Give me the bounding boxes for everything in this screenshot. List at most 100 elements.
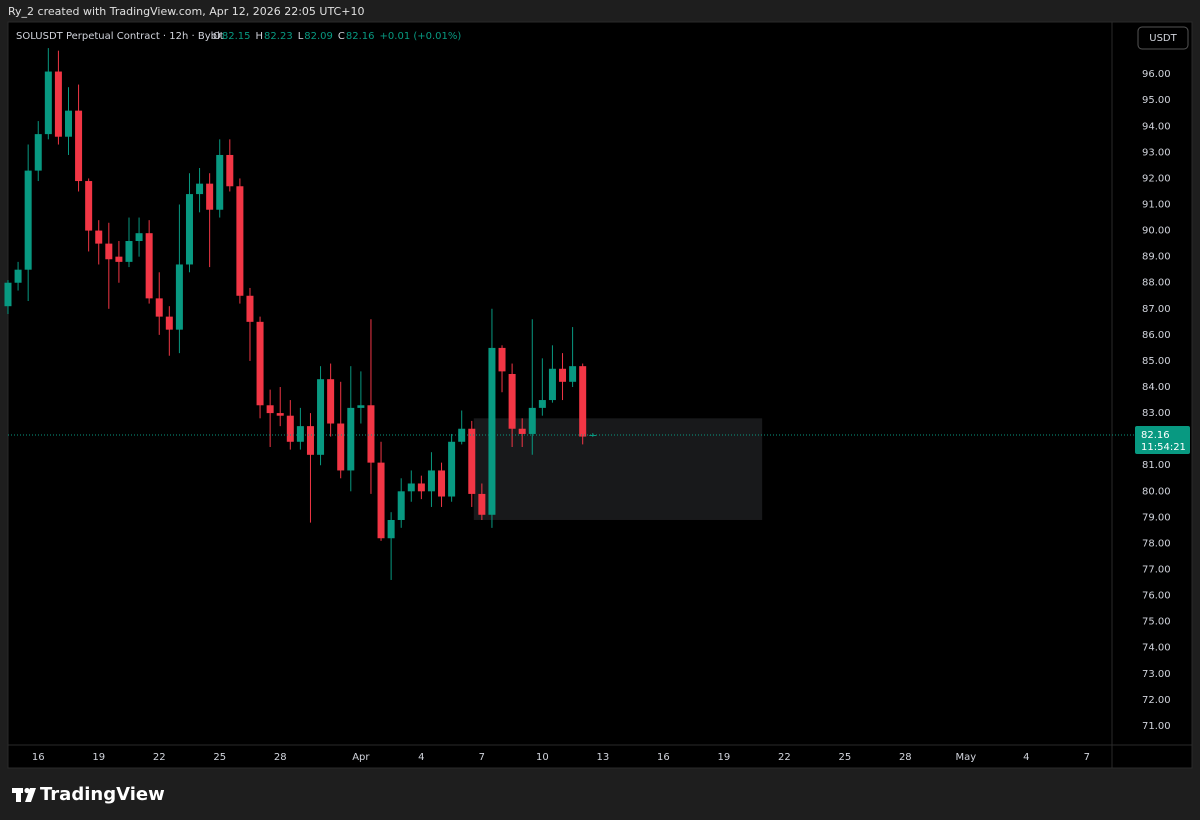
candle-body	[448, 441, 456, 497]
candle-body	[337, 423, 345, 471]
ohlc-key: C	[338, 31, 345, 42]
y-tick-label: 84.00	[1142, 382, 1171, 393]
y-tick-label: 73.00	[1142, 669, 1171, 680]
candle-body	[478, 493, 486, 515]
candle-body	[4, 282, 12, 307]
symbol: SOLUSDT Perpetual Contract · 12h · Bybit	[16, 31, 224, 42]
last-price-label: 82.16	[1141, 430, 1170, 441]
candle-body	[387, 519, 395, 539]
candle-body	[85, 181, 93, 231]
candle-body	[54, 71, 62, 137]
y-tick-label: 79.00	[1142, 512, 1171, 523]
x-tick-label: Apr	[352, 752, 370, 763]
candle-body	[397, 491, 405, 520]
candle-body	[286, 415, 294, 442]
x-tick-label: 4	[418, 752, 424, 763]
ohlc-key: O	[213, 31, 221, 42]
y-tick-label: 83.00	[1142, 408, 1171, 419]
candle-body	[518, 428, 526, 434]
candle-body	[165, 316, 173, 330]
candle-body	[266, 405, 274, 414]
candle-body	[569, 366, 577, 382]
candle-body	[548, 368, 556, 401]
x-tick-label: 16	[657, 752, 670, 763]
chart-panel	[7, 21, 1193, 769]
candle-body	[175, 264, 183, 330]
x-tick-label: 28	[899, 752, 912, 763]
candle-body	[377, 462, 385, 539]
currency[interactable]: USDT	[1149, 33, 1177, 44]
candle-body	[155, 298, 163, 317]
x-tick-label: 7	[1084, 752, 1090, 763]
candle-body	[185, 194, 193, 265]
change: +0.01 (+0.01%)	[380, 31, 462, 42]
y-tick-label: 74.00	[1142, 643, 1171, 654]
y-tick-label: 80.00	[1142, 486, 1171, 497]
candle-body	[306, 426, 314, 455]
y-tick-label: 85.00	[1142, 356, 1171, 367]
ohlc-value: 82.16	[346, 31, 375, 42]
candle-body	[417, 483, 425, 492]
y-tick-label: 71.00	[1142, 721, 1171, 732]
candle-body	[347, 407, 355, 471]
candle-body	[206, 183, 214, 210]
countdown: 11:54:21	[1141, 442, 1186, 453]
y-tick-label: 87.00	[1142, 304, 1171, 315]
x-tick-label: 7	[479, 752, 485, 763]
candle-body	[559, 368, 567, 382]
x-tick-label: 10	[536, 752, 549, 763]
candle-body	[427, 470, 435, 492]
candle-body	[95, 230, 103, 244]
candle-body	[14, 269, 22, 283]
candle-body	[75, 110, 83, 182]
brand-logo	[12, 787, 36, 802]
y-tick-label: 88.00	[1142, 278, 1171, 289]
candle-body	[589, 434, 597, 436]
y-tick-label: 92.00	[1142, 173, 1171, 184]
y-tick-label: 94.00	[1142, 121, 1171, 132]
candle-body	[196, 183, 204, 195]
y-tick-label: 91.00	[1142, 200, 1171, 211]
y-tick-label: 90.00	[1142, 226, 1171, 237]
candle-body	[538, 400, 546, 408]
candle-body	[438, 470, 446, 497]
y-tick-label: 72.00	[1142, 695, 1171, 706]
candle-body	[34, 134, 42, 171]
y-tick-label: 78.00	[1142, 538, 1171, 549]
caption: Ry_2 created with TradingView.com, Apr 1…	[8, 5, 364, 18]
candle-body	[135, 233, 143, 242]
last-price-box	[1135, 425, 1190, 454]
y-tick-label: 93.00	[1142, 147, 1171, 158]
candle-body	[407, 483, 415, 492]
candle-body	[508, 373, 516, 429]
x-tick-label: 22	[778, 752, 791, 763]
x-tick-label: 13	[596, 752, 609, 763]
y-tick-label: 96.00	[1142, 69, 1171, 80]
x-tick-label: 25	[213, 752, 226, 763]
ohlc-value: 82.23	[264, 31, 293, 42]
candle-body	[579, 366, 587, 437]
candle-body	[327, 379, 335, 424]
candle-body	[296, 426, 304, 442]
candle-body	[125, 241, 133, 262]
candle-body	[528, 407, 536, 434]
x-tick-label: 22	[153, 752, 166, 763]
currency-button[interactable]	[1137, 26, 1189, 50]
candle-body	[115, 256, 123, 262]
ohlc-value: 82.09	[304, 31, 333, 42]
x-tick-label: 25	[838, 752, 851, 763]
x-tick-label: 19	[92, 752, 105, 763]
ohlc-value: 82.15	[222, 31, 251, 42]
candle-body	[498, 347, 506, 372]
x-tick-label: 19	[717, 752, 730, 763]
candle-body	[367, 405, 375, 463]
y-tick-label: 75.00	[1142, 617, 1171, 628]
candle-body	[256, 321, 264, 406]
x-tick-label: 28	[274, 752, 287, 763]
y-tick-label: 89.00	[1142, 252, 1171, 263]
candle-body	[236, 186, 244, 296]
y-tick-label: 77.00	[1142, 565, 1171, 576]
candle-body	[468, 428, 476, 494]
